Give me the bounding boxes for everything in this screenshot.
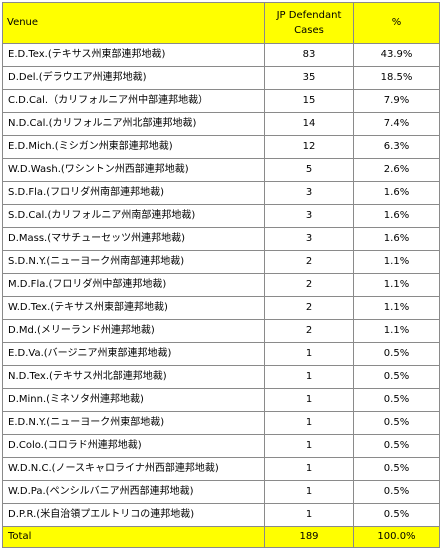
venue-cell: D.Colo.(コロラド州連邦地裁) bbox=[2, 434, 265, 458]
table-row: W.D.N.C.(ノースキャロライナ州西部連邦地裁) 1 0.5% bbox=[2, 457, 440, 481]
percent-cell: 1.6% bbox=[353, 204, 440, 228]
venue-cell: S.D.Fla.(フロリダ州南部連邦地裁) bbox=[2, 181, 265, 205]
venue-cell: N.D.Tex.(テキサス州北部連邦地裁) bbox=[2, 365, 265, 389]
header-venue: Venue bbox=[2, 2, 265, 44]
percent-cell: 0.5% bbox=[353, 434, 440, 458]
percent-cell: 1.6% bbox=[353, 227, 440, 251]
table-row: D.Mass.(マサチューセッツ州連邦地裁) 3 1.6% bbox=[2, 227, 440, 251]
table-row: S.D.Cal.(カリフォルニア州南部連邦地裁) 3 1.6% bbox=[2, 204, 440, 228]
percent-cell: 0.5% bbox=[353, 342, 440, 366]
venue-cell: E.D.Va.(バージニア州東部連邦地裁) bbox=[2, 342, 265, 366]
cases-cell: 35 bbox=[264, 66, 354, 90]
header-percent: % bbox=[353, 2, 440, 44]
header-row: Venue JP Defendant Cases % bbox=[2, 2, 440, 44]
table-row: D.Colo.(コロラド州連邦地裁) 1 0.5% bbox=[2, 434, 440, 458]
venue-cell: D.Del.(デラウエア州連邦地裁) bbox=[2, 66, 265, 90]
venue-cell: D.Mass.(マサチューセッツ州連邦地裁) bbox=[2, 227, 265, 251]
table-row: W.D.Pa.(ペンシルバニア州西部連邦地裁) 1 0.5% bbox=[2, 480, 440, 504]
percent-cell: 0.5% bbox=[353, 411, 440, 435]
percent-cell: 1.6% bbox=[353, 181, 440, 205]
table-row: D.Del.(デラウエア州連邦地裁) 35 18.5% bbox=[2, 66, 440, 90]
percent-cell: 0.5% bbox=[353, 503, 440, 527]
venue-cell: D.P.R.(米自治領プエルトリコの連邦地裁) bbox=[2, 503, 265, 527]
cases-cell: 2 bbox=[264, 250, 354, 274]
percent-cell: 0.5% bbox=[353, 388, 440, 412]
percent-cell: 1.1% bbox=[353, 273, 440, 297]
table-row: E.D.N.Y.(ニューヨーク州東部地裁) 1 0.5% bbox=[2, 411, 440, 435]
table-row: D.Md.(メリーランド州連邦地裁) 2 1.1% bbox=[2, 319, 440, 343]
percent-cell: 43.9% bbox=[353, 43, 440, 67]
percent-cell: 1.1% bbox=[353, 296, 440, 320]
total-label: Total bbox=[2, 526, 265, 548]
cases-cell: 1 bbox=[264, 342, 354, 366]
table-row: E.D.Va.(バージニア州東部連邦地裁) 1 0.5% bbox=[2, 342, 440, 366]
table-row: E.D.Tex.(テキサス州東部連邦地裁) 83 43.9% bbox=[2, 43, 440, 67]
venue-cell: W.D.N.C.(ノースキャロライナ州西部連邦地裁) bbox=[2, 457, 265, 481]
total-cases: 189 bbox=[264, 526, 354, 548]
venue-cell: W.D.Wash.(ワシントン州西部連邦地裁) bbox=[2, 158, 265, 182]
cases-cell: 14 bbox=[264, 112, 354, 136]
venue-cell: S.D.N.Y.(ニューヨーク州南部連邦地裁) bbox=[2, 250, 265, 274]
cases-cell: 1 bbox=[264, 411, 354, 435]
total-row: Total 189 100.0% bbox=[2, 526, 440, 548]
table-row: M.D.Fla.(フロリダ州中部連邦地裁) 2 1.1% bbox=[2, 273, 440, 297]
percent-cell: 1.1% bbox=[353, 250, 440, 274]
venue-cell: E.D.Tex.(テキサス州東部連邦地裁) bbox=[2, 43, 265, 67]
venue-cell: D.Md.(メリーランド州連邦地裁) bbox=[2, 319, 265, 343]
percent-cell: 1.1% bbox=[353, 319, 440, 343]
cases-cell: 1 bbox=[264, 365, 354, 389]
cases-cell: 1 bbox=[264, 457, 354, 481]
venue-cell: W.D.Tex.(テキサス州東部連邦地裁) bbox=[2, 296, 265, 320]
percent-cell: 0.5% bbox=[353, 365, 440, 389]
cases-cell: 2 bbox=[264, 319, 354, 343]
venue-cell: S.D.Cal.(カリフォルニア州南部連邦地裁) bbox=[2, 204, 265, 228]
table-body: E.D.Tex.(テキサス州東部連邦地裁) 83 43.9% D.Del.(デラウエア… bbox=[2, 43, 440, 527]
percent-cell: 6.3% bbox=[353, 135, 440, 159]
table-row: C.D.Cal.（カリフォルニア州中部連邦地裁） 15 7.9% bbox=[2, 89, 440, 113]
header-jp-defendant-cases: JP Defendant Cases bbox=[264, 2, 354, 44]
venue-cell: D.Minn.(ミネソタ州連邦地裁) bbox=[2, 388, 265, 412]
percent-cell: 0.5% bbox=[353, 457, 440, 481]
percent-cell: 0.5% bbox=[353, 480, 440, 504]
cases-cell: 2 bbox=[264, 296, 354, 320]
cases-cell: 1 bbox=[264, 434, 354, 458]
venue-cell: N.D.Cal.(カリフォルニア州北部連邦地裁) bbox=[2, 112, 265, 136]
table-row: W.D.Wash.(ワシントン州西部連邦地裁) 5 2.6% bbox=[2, 158, 440, 182]
venue-cell: E.D.N.Y.(ニューヨーク州東部地裁) bbox=[2, 411, 265, 435]
cases-cell: 83 bbox=[264, 43, 354, 67]
cases-cell: 12 bbox=[264, 135, 354, 159]
percent-cell: 7.9% bbox=[353, 89, 440, 113]
cases-cell: 1 bbox=[264, 503, 354, 527]
table-row: E.D.Mich.(ミシガン州東部連邦地裁) 12 6.3% bbox=[2, 135, 440, 159]
table-row: D.Minn.(ミネソタ州連邦地裁) 1 0.5% bbox=[2, 388, 440, 412]
percent-cell: 7.4% bbox=[353, 112, 440, 136]
cases-cell: 1 bbox=[264, 388, 354, 412]
venue-cell: C.D.Cal.（カリフォルニア州中部連邦地裁） bbox=[2, 89, 265, 113]
venue-cell: E.D.Mich.(ミシガン州東部連邦地裁) bbox=[2, 135, 265, 159]
table-row: D.P.R.(米自治領プエルトリコの連邦地裁) 1 0.5% bbox=[2, 503, 440, 527]
venue-cell: W.D.Pa.(ペンシルバニア州西部連邦地裁) bbox=[2, 480, 265, 504]
percent-cell: 18.5% bbox=[353, 66, 440, 90]
cases-cell: 2 bbox=[264, 273, 354, 297]
table-row: W.D.Tex.(テキサス州東部連邦地裁) 2 1.1% bbox=[2, 296, 440, 320]
venue-cell: M.D.Fla.(フロリダ州中部連邦地裁) bbox=[2, 273, 265, 297]
percent-cell: 2.6% bbox=[353, 158, 440, 182]
table-row: N.D.Tex.(テキサス州北部連邦地裁) 1 0.5% bbox=[2, 365, 440, 389]
cases-cell: 3 bbox=[264, 227, 354, 251]
cases-cell: 1 bbox=[264, 480, 354, 504]
table-row: S.D.N.Y.(ニューヨーク州南部連邦地裁) 2 1.1% bbox=[2, 250, 440, 274]
total-percent: 100.0% bbox=[353, 526, 440, 548]
cases-cell: 5 bbox=[264, 158, 354, 182]
cases-cell: 3 bbox=[264, 181, 354, 205]
cases-cell: 15 bbox=[264, 89, 354, 113]
cases-cell: 3 bbox=[264, 204, 354, 228]
table-row: N.D.Cal.(カリフォルニア州北部連邦地裁) 14 7.4% bbox=[2, 112, 440, 136]
table-row: S.D.Fla.(フロリダ州南部連邦地裁) 3 1.6% bbox=[2, 181, 440, 205]
